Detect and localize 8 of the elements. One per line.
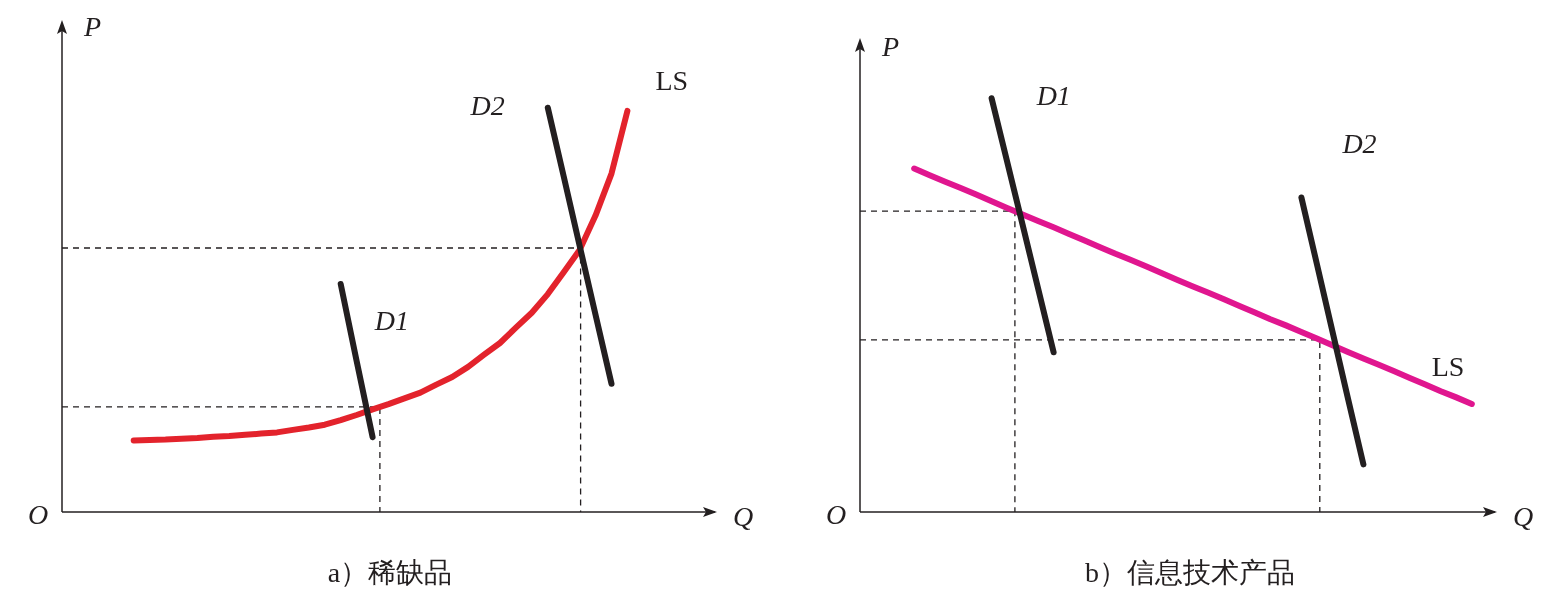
annotation: O [27, 499, 49, 530]
annotation: O [825, 499, 847, 530]
ylabel: P [882, 31, 900, 62]
title: b）信息技术产品 [1085, 557, 1295, 588]
ylabel: P [84, 11, 102, 42]
xlabel: Q [733, 501, 754, 532]
title: a）稀缺品 [327, 557, 453, 588]
xlabel: Q [1513, 501, 1534, 532]
